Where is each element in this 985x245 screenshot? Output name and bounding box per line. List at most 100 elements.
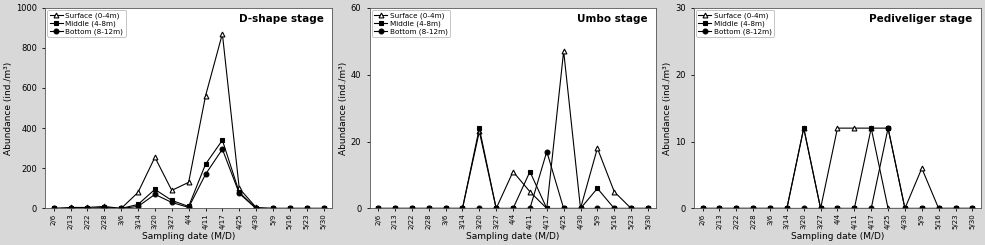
Middle (4-8m) — [558, 207, 569, 210]
Bottom (8-12m) — [798, 207, 810, 210]
Surface (0-4m) — [815, 207, 826, 210]
Bottom (8-12m) — [713, 207, 725, 210]
Bottom (8-12m) — [233, 192, 245, 195]
Surface (0-4m) — [966, 207, 978, 210]
Surface (0-4m) — [831, 127, 843, 130]
Middle (4-8m) — [165, 199, 177, 202]
Surface (0-4m) — [642, 207, 654, 210]
Surface (0-4m) — [115, 207, 127, 210]
Bottom (8-12m) — [389, 207, 401, 210]
X-axis label: Sampling date (M/D): Sampling date (M/D) — [791, 232, 885, 241]
Surface (0-4m) — [82, 206, 94, 209]
Surface (0-4m) — [372, 207, 384, 210]
Surface (0-4m) — [267, 207, 279, 210]
Surface (0-4m) — [916, 167, 928, 170]
Line: Surface (0-4m): Surface (0-4m) — [700, 126, 975, 211]
Middle (4-8m) — [642, 207, 654, 210]
Surface (0-4m) — [609, 190, 621, 193]
Surface (0-4m) — [713, 207, 725, 210]
Middle (4-8m) — [233, 191, 245, 194]
Bottom (8-12m) — [541, 150, 553, 153]
Bottom (8-12m) — [781, 207, 793, 210]
Line: Bottom (8-12m): Bottom (8-12m) — [700, 126, 975, 211]
Surface (0-4m) — [65, 206, 77, 209]
Surface (0-4m) — [491, 207, 502, 210]
Bottom (8-12m) — [132, 205, 144, 208]
Bottom (8-12m) — [456, 207, 468, 210]
Bottom (8-12m) — [149, 193, 161, 196]
Bottom (8-12m) — [642, 207, 654, 210]
Surface (0-4m) — [200, 95, 212, 98]
Bottom (8-12m) — [406, 207, 418, 210]
Middle (4-8m) — [507, 207, 519, 210]
Bottom (8-12m) — [558, 207, 569, 210]
Bottom (8-12m) — [609, 207, 621, 210]
Bottom (8-12m) — [267, 207, 279, 210]
Surface (0-4m) — [865, 127, 877, 130]
Middle (4-8m) — [456, 207, 468, 210]
Middle (4-8m) — [764, 207, 776, 210]
Surface (0-4m) — [250, 206, 262, 209]
Middle (4-8m) — [541, 207, 553, 210]
Surface (0-4m) — [165, 189, 177, 192]
Bottom (8-12m) — [284, 207, 296, 210]
Bottom (8-12m) — [815, 207, 826, 210]
Bottom (8-12m) — [439, 207, 451, 210]
Surface (0-4m) — [217, 32, 229, 35]
Middle (4-8m) — [406, 207, 418, 210]
Line: Bottom (8-12m): Bottom (8-12m) — [51, 147, 326, 211]
Bottom (8-12m) — [730, 207, 742, 210]
Middle (4-8m) — [389, 207, 401, 210]
Surface (0-4m) — [284, 207, 296, 210]
Surface (0-4m) — [798, 127, 810, 130]
Line: Middle (4-8m): Middle (4-8m) — [375, 126, 650, 211]
Legend: Surface (0-4m), Middle (4-8m), Bottom (8-12m): Surface (0-4m), Middle (4-8m), Bottom (8… — [47, 10, 125, 37]
Bottom (8-12m) — [217, 148, 229, 151]
X-axis label: Sampling date (M/D): Sampling date (M/D) — [466, 232, 559, 241]
Surface (0-4m) — [950, 207, 961, 210]
Middle (4-8m) — [524, 170, 536, 173]
Surface (0-4m) — [439, 207, 451, 210]
Middle (4-8m) — [439, 207, 451, 210]
Middle (4-8m) — [372, 207, 384, 210]
Bottom (8-12m) — [574, 207, 586, 210]
Surface (0-4m) — [507, 170, 519, 173]
Bottom (8-12m) — [318, 207, 330, 210]
Surface (0-4m) — [541, 207, 553, 210]
Bottom (8-12m) — [82, 207, 94, 210]
Bottom (8-12m) — [491, 207, 502, 210]
Surface (0-4m) — [730, 207, 742, 210]
Middle (4-8m) — [883, 127, 894, 130]
Bottom (8-12m) — [591, 207, 603, 210]
Line: Middle (4-8m): Middle (4-8m) — [51, 138, 326, 211]
Surface (0-4m) — [132, 191, 144, 194]
Bottom (8-12m) — [474, 207, 486, 210]
Surface (0-4m) — [474, 130, 486, 133]
Middle (4-8m) — [65, 207, 77, 210]
Surface (0-4m) — [233, 187, 245, 190]
Surface (0-4m) — [48, 207, 60, 210]
Line: Surface (0-4m): Surface (0-4m) — [375, 49, 650, 211]
Bottom (8-12m) — [115, 207, 127, 210]
Middle (4-8m) — [48, 207, 60, 210]
Line: Middle (4-8m): Middle (4-8m) — [700, 126, 975, 211]
Bottom (8-12m) — [764, 207, 776, 210]
Bottom (8-12m) — [950, 207, 961, 210]
Middle (4-8m) — [815, 207, 826, 210]
Surface (0-4m) — [406, 207, 418, 210]
Bottom (8-12m) — [165, 201, 177, 204]
Bottom (8-12m) — [507, 207, 519, 210]
Bottom (8-12m) — [966, 207, 978, 210]
Middle (4-8m) — [474, 127, 486, 130]
Middle (4-8m) — [916, 207, 928, 210]
Bottom (8-12m) — [916, 207, 928, 210]
Middle (4-8m) — [748, 207, 759, 210]
Surface (0-4m) — [300, 207, 312, 210]
Bottom (8-12m) — [848, 207, 860, 210]
Bottom (8-12m) — [524, 207, 536, 210]
Middle (4-8m) — [899, 207, 911, 210]
Bottom (8-12m) — [65, 207, 77, 210]
Legend: Surface (0-4m), Middle (4-8m), Bottom (8-12m): Surface (0-4m), Middle (4-8m), Bottom (8… — [696, 10, 774, 37]
Surface (0-4m) — [696, 207, 708, 210]
Middle (4-8m) — [798, 127, 810, 130]
